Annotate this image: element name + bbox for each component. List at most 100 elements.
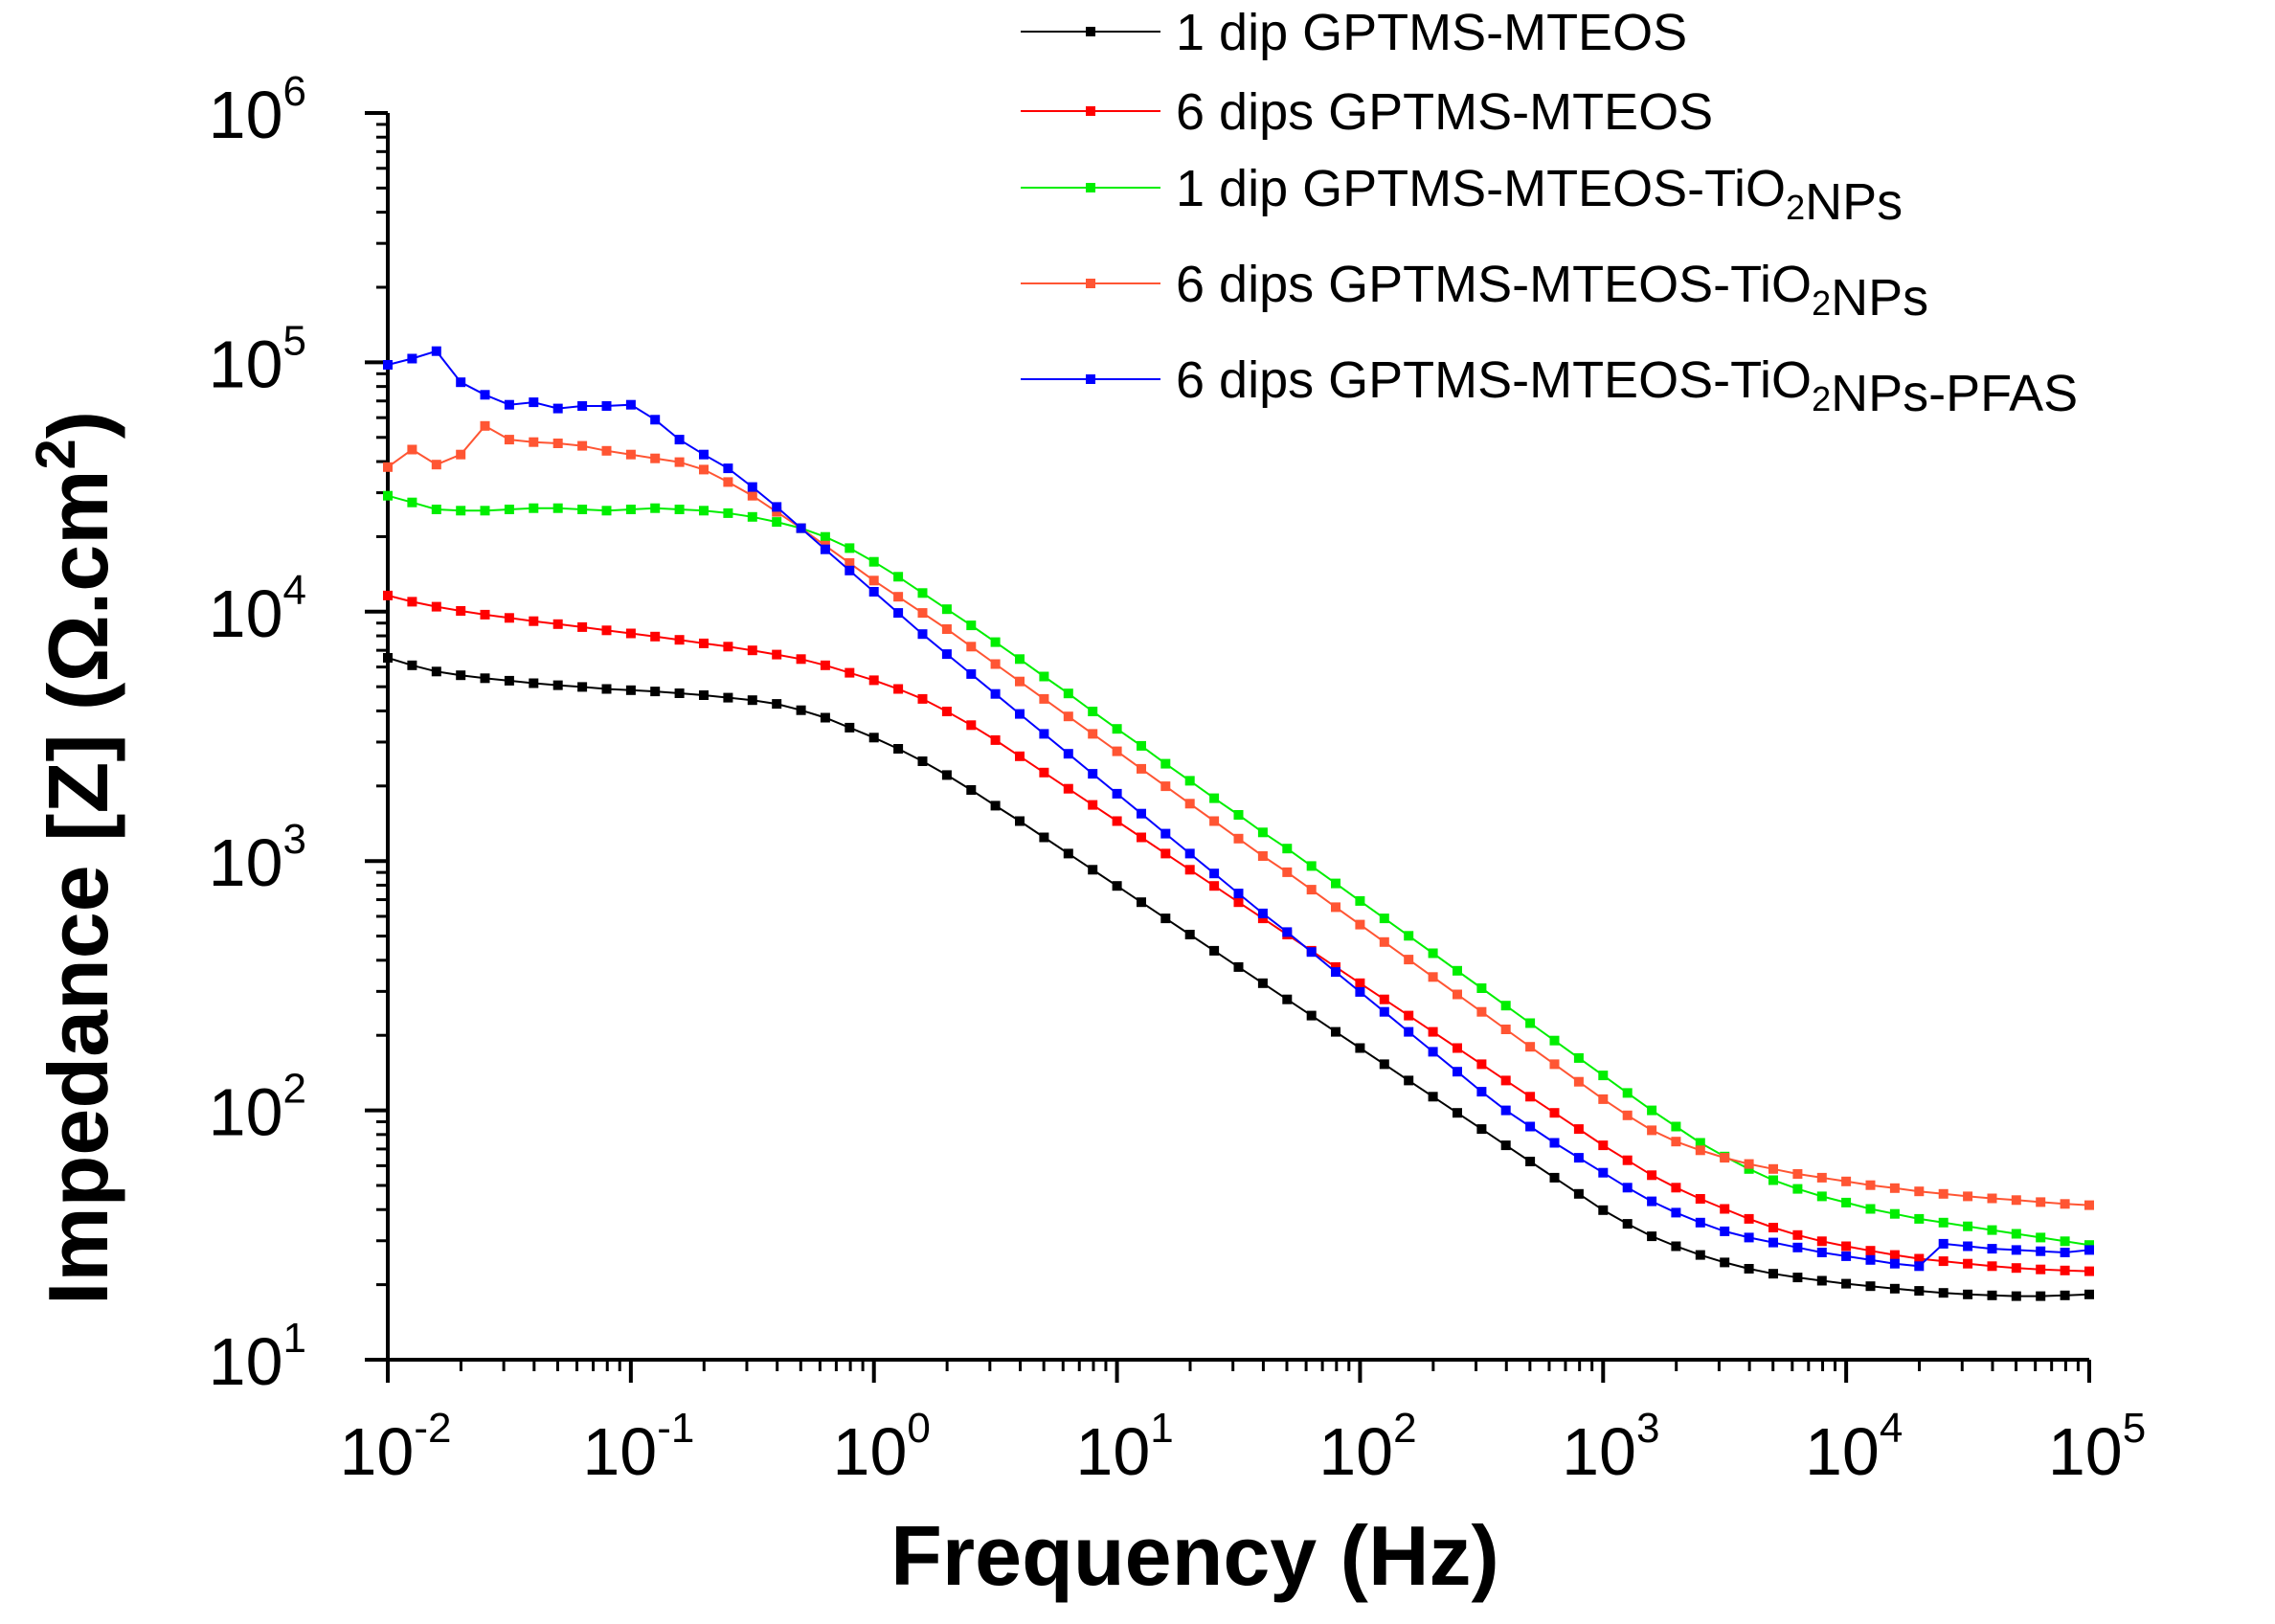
data-point [1500, 1075, 1511, 1086]
data-point [1257, 908, 1268, 918]
data-point [1112, 746, 1122, 756]
data-point [504, 435, 514, 445]
data-point [1137, 808, 1146, 819]
data-point [1209, 868, 1220, 879]
data-point [1160, 828, 1171, 839]
data-point [1379, 1006, 1389, 1017]
data-point [1306, 1010, 1317, 1021]
data-point [1500, 1105, 1511, 1116]
legend-swatch-marker [1086, 106, 1095, 116]
data-point [1331, 1026, 1340, 1037]
data-point [845, 667, 855, 678]
data-point [747, 511, 757, 522]
data-point [674, 688, 685, 698]
data-point [1379, 914, 1389, 924]
data-point [1695, 1250, 1705, 1260]
y-axis-title: Impedance [Z] (Ω.cm2) [25, 411, 125, 1305]
data-point [650, 687, 661, 697]
data-point [1768, 1163, 1778, 1174]
data-point [431, 346, 441, 356]
data-point [1622, 1219, 1633, 1229]
data-point [1209, 945, 1220, 956]
data-point [1768, 1269, 1778, 1279]
data-point [1695, 1138, 1705, 1148]
data-point [1647, 1231, 1657, 1242]
data-point [1233, 810, 1244, 820]
data-point [1331, 961, 1340, 972]
data-point [480, 609, 490, 620]
data-point [2011, 1245, 2021, 1255]
legend-label: 6 dips GPTMS-MTEOS [1176, 83, 1713, 141]
data-point [1404, 1010, 1414, 1021]
data-point [1914, 1253, 1925, 1264]
data-point [674, 505, 685, 514]
data-point [699, 449, 709, 460]
legend-item: 6 dips GPTMS-MTEOS-TiO2NPs [1021, 256, 1928, 327]
data-point [1671, 1207, 1681, 1218]
data-point [407, 444, 417, 455]
data-point [1184, 865, 1195, 875]
data-point [529, 616, 539, 626]
data-point [504, 613, 514, 623]
data-point [1963, 1289, 1973, 1299]
data-point [383, 490, 393, 501]
legend-swatch-marker [1086, 374, 1095, 384]
data-point [1525, 1042, 1536, 1052]
data-point [625, 628, 636, 639]
data-point [1865, 1281, 1876, 1292]
data-point [747, 482, 757, 492]
data-point [1039, 671, 1049, 682]
data-point [601, 506, 612, 516]
data-point [407, 597, 417, 607]
data-point [723, 463, 733, 474]
data-point [1428, 1047, 1438, 1057]
data-point [504, 675, 514, 686]
data-point [1233, 961, 1244, 972]
data-point [407, 660, 417, 670]
data-point [1598, 1094, 1609, 1104]
data-point [2011, 1229, 2021, 1239]
y-tick-label: 102 [209, 1066, 306, 1150]
data-point [1816, 1248, 1827, 1257]
data-point [1720, 1153, 1730, 1163]
data-point [2011, 1291, 2021, 1301]
data-point [383, 590, 393, 600]
legend-label: 1 dip GPTMS-MTEOS [1176, 4, 1687, 61]
data-point [383, 653, 393, 663]
data-point [1695, 1217, 1705, 1228]
data-point [577, 505, 588, 514]
data-point [1476, 1087, 1487, 1097]
data-point [1865, 1254, 1876, 1265]
series-5 [383, 346, 2094, 1272]
data-point [1063, 783, 1073, 794]
data-point [2011, 1195, 2021, 1206]
data-point [2036, 1232, 2046, 1243]
data-point [1549, 1059, 1560, 1070]
data-point [1744, 1264, 1754, 1274]
data-point [1088, 769, 1098, 779]
data-point [966, 785, 977, 795]
data-point [1039, 693, 1049, 704]
data-point [1063, 711, 1073, 722]
data-point [1039, 767, 1049, 778]
data-point [2060, 1265, 2070, 1275]
data-point [868, 733, 879, 743]
data-point [529, 678, 539, 688]
data-point [893, 592, 904, 602]
data-point [601, 684, 612, 694]
legend-item: 1 dip GPTMS-MTEOS-TiO2NPs [1021, 160, 1903, 231]
data-point [1233, 833, 1244, 844]
data-point [1379, 994, 1389, 1004]
data-point [820, 531, 830, 542]
data-point [1015, 751, 1025, 761]
data-point [480, 506, 490, 516]
data-point [1720, 1226, 1730, 1236]
data-point [650, 503, 661, 513]
data-point [1428, 972, 1438, 982]
data-point [747, 645, 757, 656]
data-point [1598, 1071, 1609, 1081]
data-point [407, 353, 417, 364]
data-point [1282, 994, 1293, 1004]
data-point [1841, 1241, 1852, 1252]
data-point [1112, 724, 1122, 734]
